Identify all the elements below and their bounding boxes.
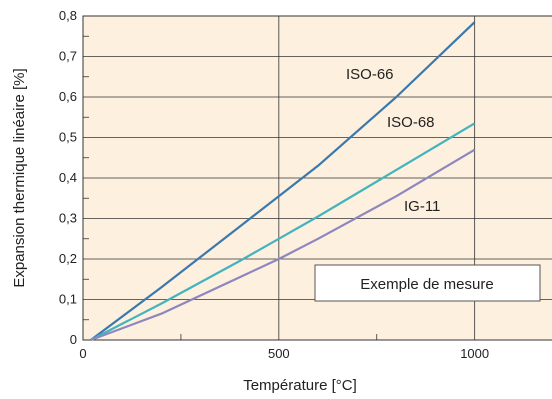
y-tick-label: 0,1 — [59, 292, 77, 307]
y-axis-title: Expansion thermique linéaire [%] — [11, 68, 28, 287]
y-tick-label: 0,8 — [59, 8, 77, 23]
tick-labels: 0 0,1 0,2 0,3 0,4 0,5 0,6 0,7 0,8 0 500 1000 — [59, 8, 489, 361]
y-tick-label: 0,3 — [59, 211, 77, 226]
axis-ticks — [83, 35, 378, 340]
y-tick-label: 0,5 — [59, 130, 77, 145]
y-tick-label: 0,4 — [59, 170, 77, 185]
y-tick-label: 0 — [70, 332, 77, 347]
series-line-iso-66 — [90, 21, 476, 341]
y-tick-label: 0,7 — [59, 49, 77, 64]
series-lines — [90, 21, 476, 342]
x-tick-label: 0 — [79, 346, 86, 361]
series-line-iso-68 — [90, 122, 476, 341]
x-tick-label: 500 — [268, 346, 290, 361]
x-axis-title: Température [°C] — [243, 377, 357, 394]
plot-frame — [82, 15, 552, 341]
series-line-ig-11 — [90, 148, 476, 342]
series-label-iso-68: ISO-68 — [387, 114, 435, 131]
y-tick-label: 0,6 — [59, 89, 77, 104]
measurement-note-text: Exemple de mesure — [360, 276, 493, 293]
y-tick-label: 0,2 — [59, 251, 77, 266]
series-label-iso-66: ISO-66 — [346, 66, 394, 83]
grid-lines — [83, 16, 552, 340]
x-tick-label: 1000 — [460, 346, 489, 361]
measurement-note-box: Exemple de mesure — [314, 264, 541, 302]
series-label-ig-11: IG-11 — [404, 198, 440, 215]
